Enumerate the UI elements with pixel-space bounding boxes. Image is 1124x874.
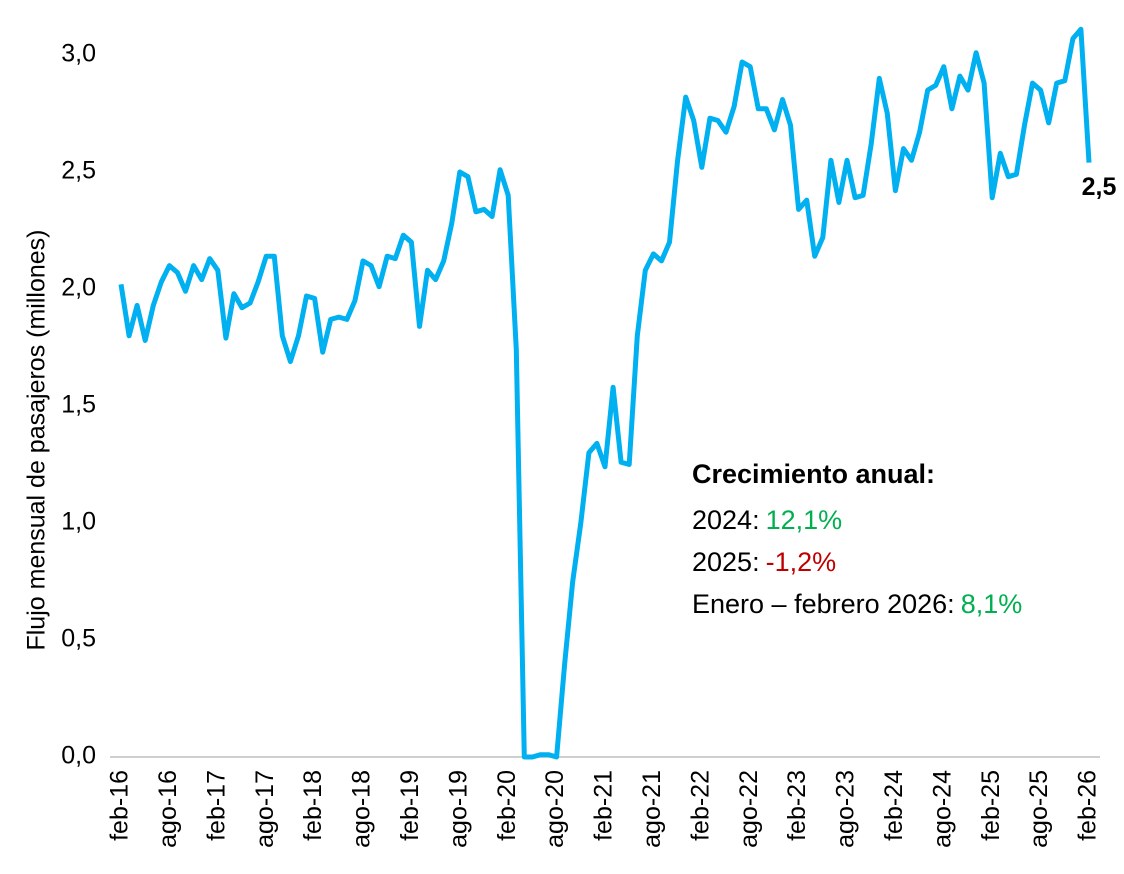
- x-tick-label: ago-25: [1025, 770, 1053, 848]
- y-tick-label: 3,0: [61, 40, 96, 68]
- x-tick-label: ago-23: [832, 770, 860, 848]
- data-label: 2,5: [1082, 173, 1117, 201]
- y-tick-label: 2,0: [61, 274, 96, 302]
- y-tick-label: 1,0: [61, 508, 96, 536]
- x-tick-label: feb-17: [202, 770, 230, 841]
- annotation-line: 2024: 12,1%: [692, 505, 842, 535]
- annotation-line: 2025: -1,2%: [692, 547, 836, 577]
- x-tick-label: ago-19: [444, 770, 472, 848]
- x-tick-label: ago-21: [638, 770, 666, 848]
- x-tick-label: feb-20: [493, 770, 521, 841]
- x-tick-label: feb-22: [686, 770, 714, 841]
- x-tick-label: feb-19: [396, 770, 424, 841]
- annotation-line: Enero – febrero 2026: 8,1%: [692, 589, 1022, 619]
- y-tick-label: 2,5: [61, 157, 96, 185]
- annotation-label: 2024:: [692, 505, 760, 535]
- x-tick-label: feb-16: [106, 770, 134, 841]
- x-tick-label: ago-18: [348, 770, 376, 848]
- annotation-value: 12,1%: [766, 505, 843, 535]
- x-tick-label: ago-17: [251, 770, 279, 848]
- annotation-value: -1,2%: [766, 547, 837, 577]
- x-tick-label: feb-24: [880, 770, 908, 841]
- annotation-label: Enero – febrero 2026:: [692, 589, 955, 619]
- line-series: [118, 26, 1092, 760]
- x-tick-label: feb-21: [590, 770, 618, 841]
- x-tick-label: feb-23: [783, 770, 811, 841]
- y-tick-label: 0,0: [61, 742, 96, 770]
- annotation-label: 2025:: [692, 547, 760, 577]
- y-tick-label: 0,5: [61, 625, 96, 653]
- y-axis-label: Flujo mensual de pasajeros (millones): [23, 229, 51, 650]
- x-tick-label: ago-16: [154, 770, 182, 848]
- x-tick-label: feb-26: [1074, 770, 1102, 841]
- annotation-value: 8,1%: [961, 589, 1023, 619]
- x-tick-label: ago-20: [541, 770, 569, 848]
- x-tick-label: ago-22: [735, 770, 763, 848]
- x-tick-label: ago-24: [928, 770, 956, 848]
- x-tick-label: feb-18: [299, 770, 327, 841]
- y-tick-label: 1,5: [61, 391, 96, 419]
- x-tick-label: feb-25: [977, 770, 1005, 841]
- annotation-title: Crecimiento anual:: [692, 459, 935, 489]
